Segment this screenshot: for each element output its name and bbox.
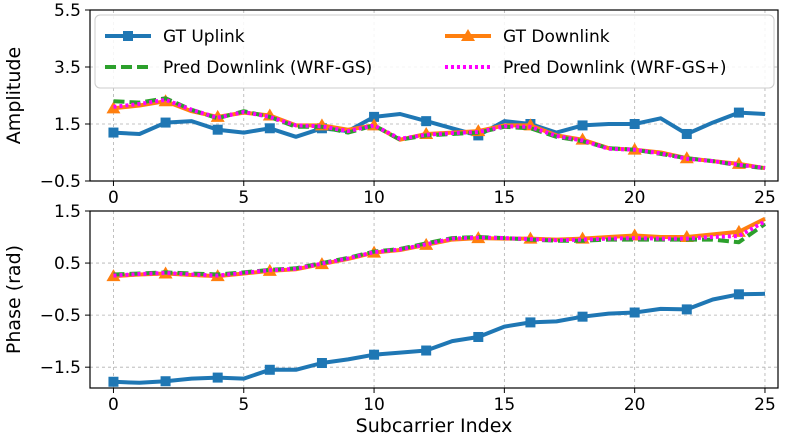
x-tick-label: 20 <box>624 188 646 208</box>
x-axis-title: Subcarrier Index <box>356 415 513 435</box>
series-line-pred-downlink-wrf-gs <box>113 222 767 277</box>
data-point-marker <box>681 128 692 139</box>
y-tick-label: 1.5 <box>54 115 81 135</box>
y-axis-title: Amplitude <box>3 47 25 144</box>
data-point-marker <box>577 311 588 322</box>
legend-label: Pred Downlink (WRF-GS) <box>163 58 372 78</box>
x-tick-label: 10 <box>363 188 385 208</box>
data-point-marker <box>419 237 434 250</box>
series-line-pred-downlink-wrf-gs <box>113 97 766 170</box>
data-point-marker <box>369 349 380 360</box>
x-tick-label: 25 <box>754 395 776 415</box>
y-tick-label: −0.5 <box>40 172 81 192</box>
series-line-gt-uplink <box>113 291 766 385</box>
data-point-marker <box>731 224 746 237</box>
data-point-marker <box>106 269 121 282</box>
data-point-marker <box>369 111 380 122</box>
data-point-marker <box>108 376 119 387</box>
amplitude-panel: 0 5 10 15 20 25 −0.5 1.5 3.5 5.5 Amplitude <box>3 1 779 208</box>
data-point-marker <box>629 307 640 318</box>
legend-box <box>94 14 775 89</box>
phase-panel: 0 5 10 15 20 25 −1.5 −0.5 0.5 1.5 Phase (rad) Subca… <box>3 202 779 435</box>
data-point-marker <box>212 372 223 383</box>
axes-frame <box>89 210 779 389</box>
data-point-marker <box>473 331 484 342</box>
legend-swatch-marker <box>461 29 475 41</box>
data-point-marker <box>733 289 744 300</box>
data-point-marker <box>681 304 692 315</box>
legend-label: Pred Downlink (WRF-GS+) <box>503 58 727 78</box>
y-tick-label: 0.5 <box>54 254 81 274</box>
legend-swatch-marker <box>123 31 133 41</box>
data-point-marker <box>264 123 275 134</box>
data-point-marker <box>212 124 223 135</box>
x-tick-label: 15 <box>494 395 516 415</box>
series-line-gt-downlink <box>113 217 766 279</box>
legend-label: GT Downlink <box>503 27 610 47</box>
y-tick-label: 5.5 <box>54 1 81 21</box>
x-tick-label: 15 <box>494 188 516 208</box>
data-point-marker <box>316 358 327 369</box>
data-point-marker <box>160 117 171 128</box>
y-tick-label: 1.5 <box>54 202 81 222</box>
x-tick-label: 25 <box>754 188 776 208</box>
x-tick-label: 20 <box>624 395 646 415</box>
y-tick-label: −1.5 <box>40 358 81 378</box>
legend-label: GT Uplink <box>163 27 245 47</box>
data-point-marker <box>108 127 119 138</box>
data-point-marker <box>264 364 275 375</box>
series-line-pred-downlink-wrf-gs <box>113 219 766 278</box>
x-tick-label: 5 <box>238 395 249 415</box>
legend: GT Uplink GT Downlink Pred Downlink (WRF-G… <box>94 14 775 89</box>
x-tick-label: 5 <box>238 188 249 208</box>
x-tick-label: 10 <box>363 395 385 415</box>
data-point-marker <box>106 101 121 114</box>
y-axis-title: Phase (rad) <box>3 245 25 354</box>
data-point-marker <box>577 120 588 131</box>
y-tick-label: −0.5 <box>40 306 81 326</box>
x-tick-label: 0 <box>108 188 119 208</box>
data-point-marker <box>733 107 744 118</box>
data-point-marker <box>525 317 536 328</box>
x-tick-label: 0 <box>108 395 119 415</box>
data-point-marker <box>421 345 432 356</box>
data-point-marker <box>160 376 171 387</box>
y-tick-label: 3.5 <box>54 58 81 78</box>
data-point-marker <box>421 116 432 127</box>
data-point-marker <box>629 119 640 129</box>
axes-frame <box>89 9 779 182</box>
